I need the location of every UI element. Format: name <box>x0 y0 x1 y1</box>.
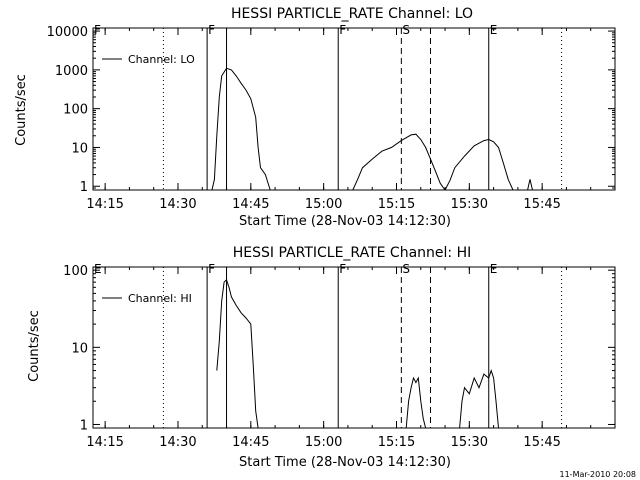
x-tick-label: 15:45 <box>523 435 560 450</box>
x-tick-label: 14:30 <box>159 197 196 212</box>
series-line-hi <box>216 278 259 429</box>
event-marker-label: E <box>490 262 498 276</box>
y-tick-label: 100 <box>63 264 88 279</box>
y-tick-label: 1 <box>80 180 88 195</box>
y-axis-label-lo: Counts/sec <box>14 74 29 146</box>
x-tick-label: 15:15 <box>378 435 415 450</box>
x-tick-label: 14:15 <box>86 435 123 450</box>
legend-label: Channel: LO <box>128 53 195 66</box>
footer-timestamp: 11-Mar-2010 20:08 <box>560 470 637 479</box>
panel-channel-lo: HESSI PARTICLE_RATE Channel: LO 14:15 14:… <box>14 6 616 229</box>
y-tick-label: 10 <box>71 341 88 356</box>
event-marker-label: F <box>208 262 215 276</box>
x-tick-label: 15:30 <box>451 197 488 212</box>
series-line-hi <box>405 376 427 429</box>
series-line-lo <box>352 133 446 191</box>
event-marker-label: E <box>94 262 102 276</box>
y-tick-label: 100 <box>63 103 88 118</box>
event-marker-label: S <box>402 262 410 276</box>
x-tick-label: 15:45 <box>523 197 560 212</box>
event-marker-label: F <box>339 262 346 276</box>
event-marker-label: E <box>490 23 498 37</box>
plot-area-lo: 14:15 14:30 14:45 15:00 15:15 15:30 15:45 1 10 10… <box>47 23 616 212</box>
event-marker-label: F <box>208 23 215 37</box>
x-tick-label: 14:45 <box>232 435 269 450</box>
y-tick-label: 1000 <box>55 64 88 79</box>
legend-label: Channel: HI <box>128 292 192 305</box>
x-axis-label-lo: Start Time (28-Nov-03 14:12:30) <box>239 214 451 229</box>
x-tick-label: 15:15 <box>378 197 415 212</box>
y-tick-label: 10000 <box>47 25 88 40</box>
chart-title-lo: HESSI PARTICLE_RATE Channel: LO <box>231 6 473 22</box>
y-tick-label: 10 <box>71 141 88 156</box>
series-line-lo <box>527 179 533 191</box>
x-axis-label-hi: Start Time (28-Nov-03 14:12:30) <box>239 455 451 470</box>
plot-area-hi: 14:15 14:30 14:45 15:00 15:15 15:30 15:45 1 10 10… <box>63 262 616 450</box>
x-tick-label: 15:30 <box>451 435 488 450</box>
x-tick-label: 15:00 <box>305 435 342 450</box>
series-line-lo <box>211 67 271 191</box>
x-tick-label: 14:15 <box>86 197 123 212</box>
event-marker-label: F <box>339 23 346 37</box>
y-axis-label-hi: Counts/sec <box>27 310 42 382</box>
event-marker-label: S <box>402 23 410 37</box>
series-line-hi <box>459 369 499 429</box>
event-marker-label: F <box>94 23 101 37</box>
y-tick-label: 1 <box>80 418 88 433</box>
series-line-lo <box>444 138 514 191</box>
x-tick-label: 14:30 <box>159 435 196 450</box>
panel-channel-hi: HESSI PARTICLE_RATE Channel: HI 14:15 14:… <box>27 245 616 470</box>
chart-title-hi: HESSI PARTICLE_RATE Channel: HI <box>233 245 471 261</box>
x-tick-label: 14:45 <box>232 197 269 212</box>
x-tick-label: 15:00 <box>305 197 342 212</box>
